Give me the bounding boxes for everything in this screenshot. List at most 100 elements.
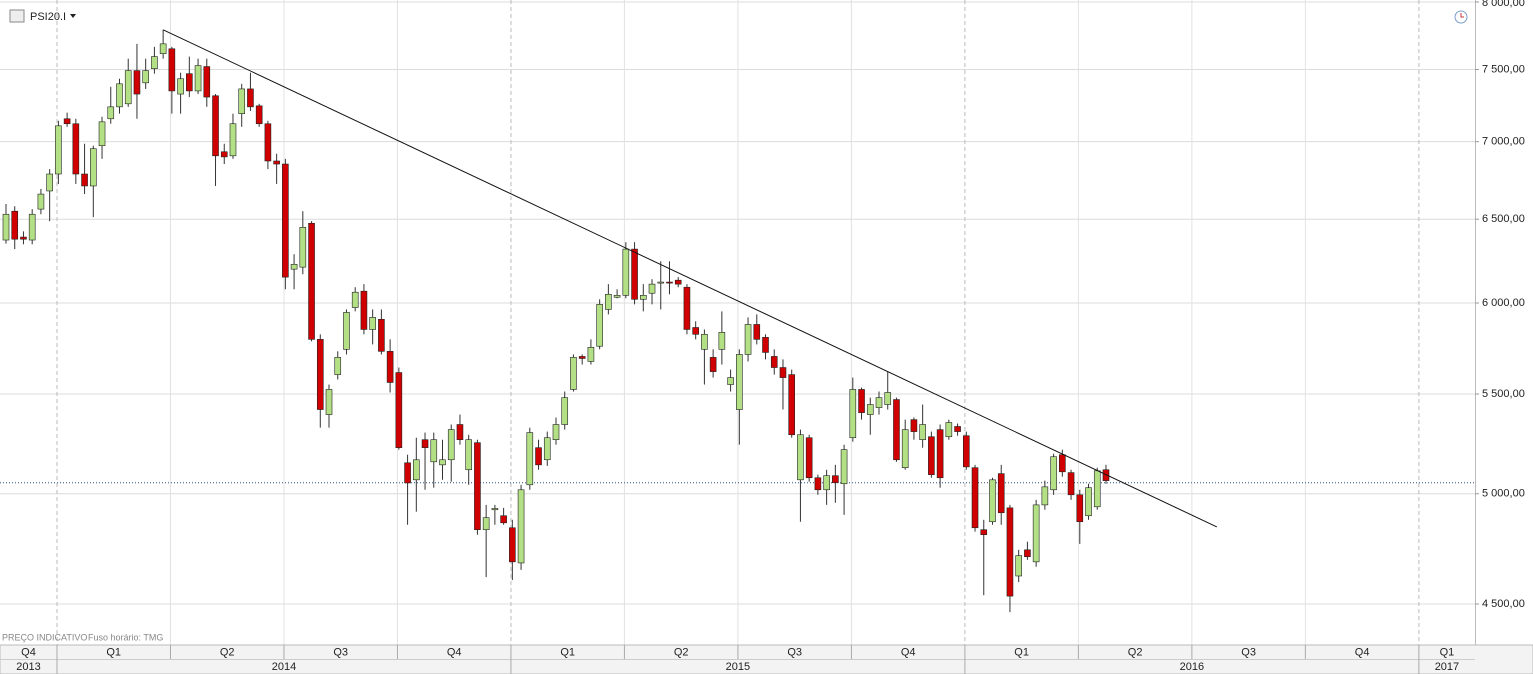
candle-up xyxy=(596,304,603,347)
candle-up xyxy=(744,324,752,355)
candle-down xyxy=(360,290,368,330)
candle-down xyxy=(962,435,970,468)
quarter-label: Q1 xyxy=(106,646,121,658)
candle-up xyxy=(325,389,333,415)
candle-down xyxy=(910,419,918,432)
y-tick-label: 7 000,00 xyxy=(1482,136,1525,148)
candle-down xyxy=(11,210,19,240)
candle-down xyxy=(858,389,865,413)
candle-up xyxy=(1015,555,1022,577)
candle-down xyxy=(133,70,141,95)
candle-up xyxy=(736,354,743,410)
y-tick-label: 7 500,00 xyxy=(1482,63,1525,75)
quarter-label: Q2 xyxy=(1128,646,1143,658)
candle-down xyxy=(474,442,481,531)
quarter-label: Q1 xyxy=(1440,646,1455,658)
candle-up xyxy=(561,397,569,425)
candle-down xyxy=(186,73,193,92)
candle-up xyxy=(1085,487,1092,517)
candle-up xyxy=(866,404,874,415)
candle-down xyxy=(893,399,900,461)
candle-up xyxy=(55,125,62,175)
candle-up xyxy=(840,449,848,485)
y-tick-label: 5 000,00 xyxy=(1482,488,1525,500)
trend-line xyxy=(162,29,1218,528)
candle-up xyxy=(194,65,202,92)
candle-down xyxy=(954,426,961,432)
candle-up xyxy=(447,429,455,461)
candle-down xyxy=(63,118,71,125)
candle-up xyxy=(543,437,551,461)
candle-up xyxy=(107,106,115,120)
candle-down xyxy=(395,372,403,448)
dropdown-arrow[interactable] xyxy=(70,14,76,18)
candle-down xyxy=(692,327,699,335)
candle-down xyxy=(264,123,272,162)
candle-down xyxy=(770,356,778,368)
candle-up xyxy=(299,226,307,268)
candle-down xyxy=(1006,507,1014,597)
quarter-label: Q3 xyxy=(1241,646,1256,658)
candle-up xyxy=(570,357,577,390)
year-label: 2015 xyxy=(726,661,750,673)
candle-up xyxy=(552,424,560,441)
candle-down xyxy=(936,429,944,479)
year-label: 2017 xyxy=(1435,661,1459,673)
candle-up xyxy=(989,479,996,523)
candle-down xyxy=(779,367,787,378)
candle-up xyxy=(1093,470,1101,508)
candle-down xyxy=(247,88,254,108)
candle-up xyxy=(159,43,167,55)
y-tick-label: 8 000,00 xyxy=(1482,0,1525,9)
year-label: 2016 xyxy=(1180,661,1204,673)
candle-down xyxy=(404,462,411,484)
candle-down xyxy=(578,356,586,359)
candle-down xyxy=(378,319,385,352)
candle-down xyxy=(282,163,289,278)
candle-down xyxy=(674,279,682,285)
candle-up xyxy=(901,429,909,468)
symbol-icon[interactable] xyxy=(9,9,25,23)
candle-down xyxy=(1059,454,1066,473)
candle-down xyxy=(386,351,394,383)
candle-up xyxy=(875,397,883,408)
candle-up xyxy=(945,422,953,438)
candle-up xyxy=(334,357,342,375)
candle-up xyxy=(884,392,892,405)
candle-down xyxy=(832,475,839,484)
y-tick-label: 6 000,00 xyxy=(1482,297,1525,309)
candle-up xyxy=(823,475,830,491)
candle-up xyxy=(290,263,298,270)
candle-up xyxy=(526,432,534,486)
candle-down xyxy=(255,105,263,125)
candle-up xyxy=(229,123,237,157)
symbol[interactable]: PSI20.I xyxy=(30,11,66,23)
candle-up xyxy=(98,121,106,147)
candle-up xyxy=(648,283,656,294)
candle-up xyxy=(465,439,472,471)
candle-up xyxy=(622,248,630,296)
candle-down xyxy=(666,281,673,284)
candle-up xyxy=(369,317,376,330)
y-tick-label: 6 500,00 xyxy=(1482,213,1525,225)
quarter-label: Q1 xyxy=(560,646,575,658)
candle-down xyxy=(762,337,769,353)
candle-down xyxy=(928,436,935,475)
candle-down xyxy=(971,467,979,529)
candle-up xyxy=(849,389,857,439)
candle-down xyxy=(1024,549,1031,558)
candle-up xyxy=(439,459,446,466)
candle-up xyxy=(142,70,149,84)
quarter-label: Q3 xyxy=(333,646,348,658)
candle-up xyxy=(151,56,158,69)
candle-down xyxy=(753,324,761,340)
candle-up xyxy=(413,459,420,481)
candle-up xyxy=(605,293,612,310)
candle-down xyxy=(500,515,507,524)
candle-up xyxy=(28,213,36,241)
year-label: 2014 xyxy=(272,661,296,673)
candle-up xyxy=(37,193,45,210)
candle-down xyxy=(535,447,542,466)
